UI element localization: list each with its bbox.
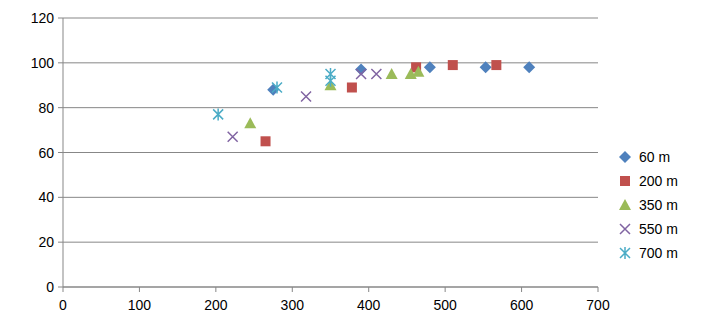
legend-marker (620, 247, 630, 259)
point (272, 81, 282, 93)
legend-marker (619, 151, 631, 163)
point (326, 75, 336, 87)
legend-label: 60 m (639, 149, 670, 165)
legend-marker (620, 224, 630, 234)
grid-line (63, 242, 598, 243)
y-tick-label: 40 (38, 189, 54, 205)
y-tick-label: 100 (31, 55, 55, 71)
x-tick-label: 300 (281, 297, 305, 313)
grid-line (63, 62, 598, 63)
legend-label: 350 m (639, 197, 678, 213)
x-tick (598, 287, 599, 292)
y-tick-label: 120 (31, 10, 55, 26)
legend-marker (619, 199, 631, 210)
y-tick (58, 287, 63, 288)
x-tick-label: 0 (59, 297, 67, 313)
point (491, 60, 501, 70)
chart: 0 20 40 60 80 100 120 0 100 200 300 400 500 600 700 60 … (0, 0, 727, 323)
grid-line (63, 197, 598, 198)
plot-marks (213, 60, 535, 146)
legend-label: 550 m (639, 221, 678, 237)
x-tick-label: 600 (510, 297, 534, 313)
point (448, 60, 458, 70)
x-tick (215, 287, 216, 292)
x-tick-label: 500 (433, 297, 457, 313)
x-axis (63, 287, 598, 288)
point (424, 61, 436, 73)
legend: 60 m 200 m 350 m 550 m 700 m (619, 149, 678, 261)
point (301, 91, 311, 101)
point (480, 61, 492, 73)
grid-line (63, 107, 598, 108)
y-tick (58, 107, 63, 108)
point (523, 61, 535, 73)
grid-line (63, 18, 598, 19)
y-tick (58, 197, 63, 198)
y-axis (63, 18, 64, 287)
x-tick (63, 287, 64, 292)
x-tick-label: 700 (586, 297, 610, 313)
legend-label: 200 m (639, 173, 678, 189)
grid-line (63, 152, 598, 153)
y-tick-label: 80 (38, 100, 54, 116)
y-tick (58, 62, 63, 63)
grid-line (63, 287, 598, 288)
point (412, 66, 424, 77)
y-tick (58, 242, 63, 243)
x-tick (139, 287, 140, 292)
y-tick (58, 18, 63, 19)
x-tick (445, 287, 446, 292)
x-tick-label: 200 (204, 297, 228, 313)
y-tick-label: 20 (38, 234, 54, 250)
point (371, 69, 381, 79)
point (356, 69, 366, 79)
y-tick-label: 60 (38, 145, 54, 161)
point (386, 68, 398, 79)
x-tick-label: 400 (357, 297, 381, 313)
point (213, 108, 223, 120)
legend-label: 700 m (639, 245, 678, 261)
y-tick (58, 152, 63, 153)
point (347, 82, 357, 92)
x-tick (292, 287, 293, 292)
point (228, 132, 238, 142)
legend-marker (620, 176, 630, 186)
y-tick-label: 0 (46, 279, 54, 295)
x-tick-label: 100 (128, 297, 152, 313)
point (261, 136, 271, 146)
x-tick (521, 287, 522, 292)
point (244, 117, 256, 128)
x-tick (368, 287, 369, 292)
